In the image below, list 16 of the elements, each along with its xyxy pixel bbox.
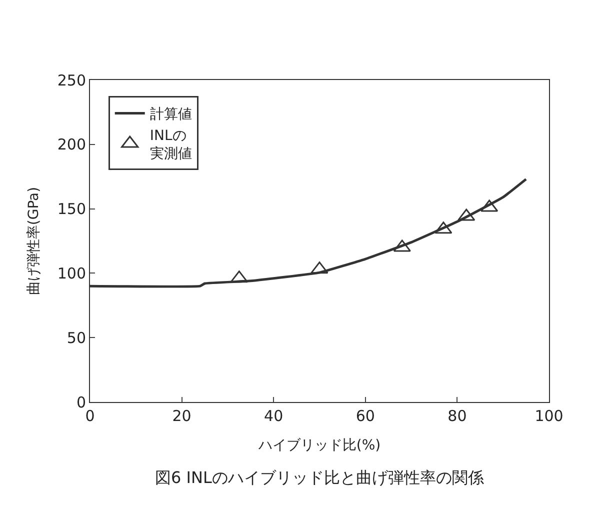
y-tick-label: 50 <box>66 328 86 347</box>
y-tick-label: 250 <box>57 71 86 90</box>
y-axis-title: 曲げ弾性率(GPa) <box>26 186 42 296</box>
x-tick-label: 60 <box>356 407 375 425</box>
y-tick-label: 100 <box>57 264 86 282</box>
y-tick-label: 0 <box>76 393 86 412</box>
text: 図6 INLのハイブリッド比と曲げ弾性率の関係 <box>155 468 484 487</box>
legend-label: 計算値 <box>150 106 192 123</box>
x-tick-label: 100 <box>534 407 564 425</box>
x-tick-label: 80 <box>448 407 467 425</box>
y-tick-label: 150 <box>57 200 86 218</box>
y-tick-label: 200 <box>57 136 86 154</box>
x-tick-label: 40 <box>264 407 284 425</box>
x-tick-label: 20 <box>172 407 192 425</box>
legend-label: INLの実測値 <box>150 128 192 162</box>
x-axis-title: ハイブリッド比(%) <box>257 437 381 454</box>
